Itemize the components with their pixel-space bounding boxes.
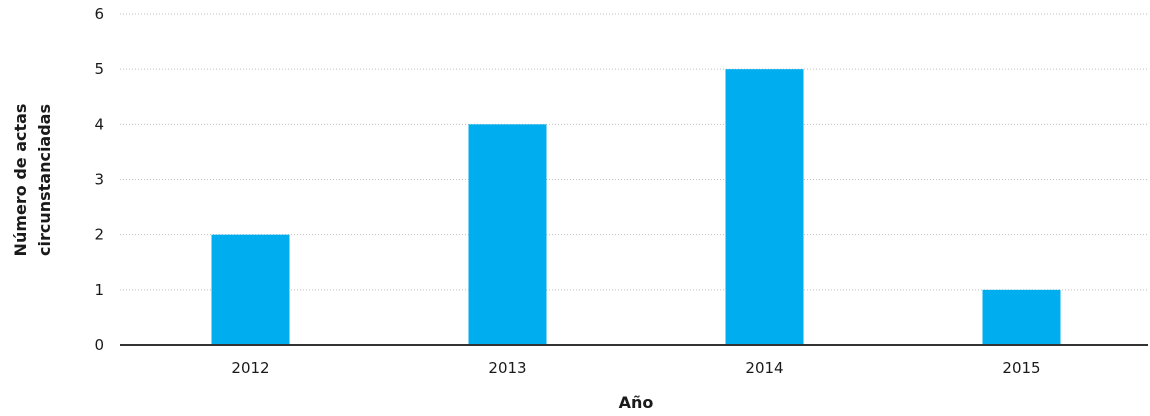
y-tick-label-2: 2 [94,226,104,244]
x-tick-label-2014: 2014 [745,359,783,377]
x-tick-label-2012: 2012 [231,359,269,377]
y-tick-label-4: 4 [94,115,104,133]
x-axis-title: Año [619,393,654,412]
x-tick-label-2013: 2013 [488,359,526,377]
bar-2015 [982,289,1061,345]
y-tick-label-6: 6 [94,5,104,23]
y-axis-ticks: 0 1 2 3 4 5 6 [94,5,104,354]
bars [211,69,1061,346]
y-tick-label-1: 1 [94,281,104,299]
bar-2014 [725,69,804,346]
y-tick-label-3: 3 [94,171,104,189]
y-tick-label-5: 5 [94,60,104,78]
y-tick-label-0: 0 [94,336,104,354]
bar-2013 [468,124,547,345]
y-axis-title-line-2: circunstanciadas [35,104,54,256]
gridlines [120,13,1148,291]
x-tick-label-2015: 2015 [1002,359,1040,377]
bar-2012 [211,234,290,345]
x-axis-ticks: 2012 2013 2014 2015 [231,359,1040,377]
y-axis-title: Número de actas circunstanciadas [11,104,54,257]
y-axis-title-line-1: Número de actas [11,104,30,257]
